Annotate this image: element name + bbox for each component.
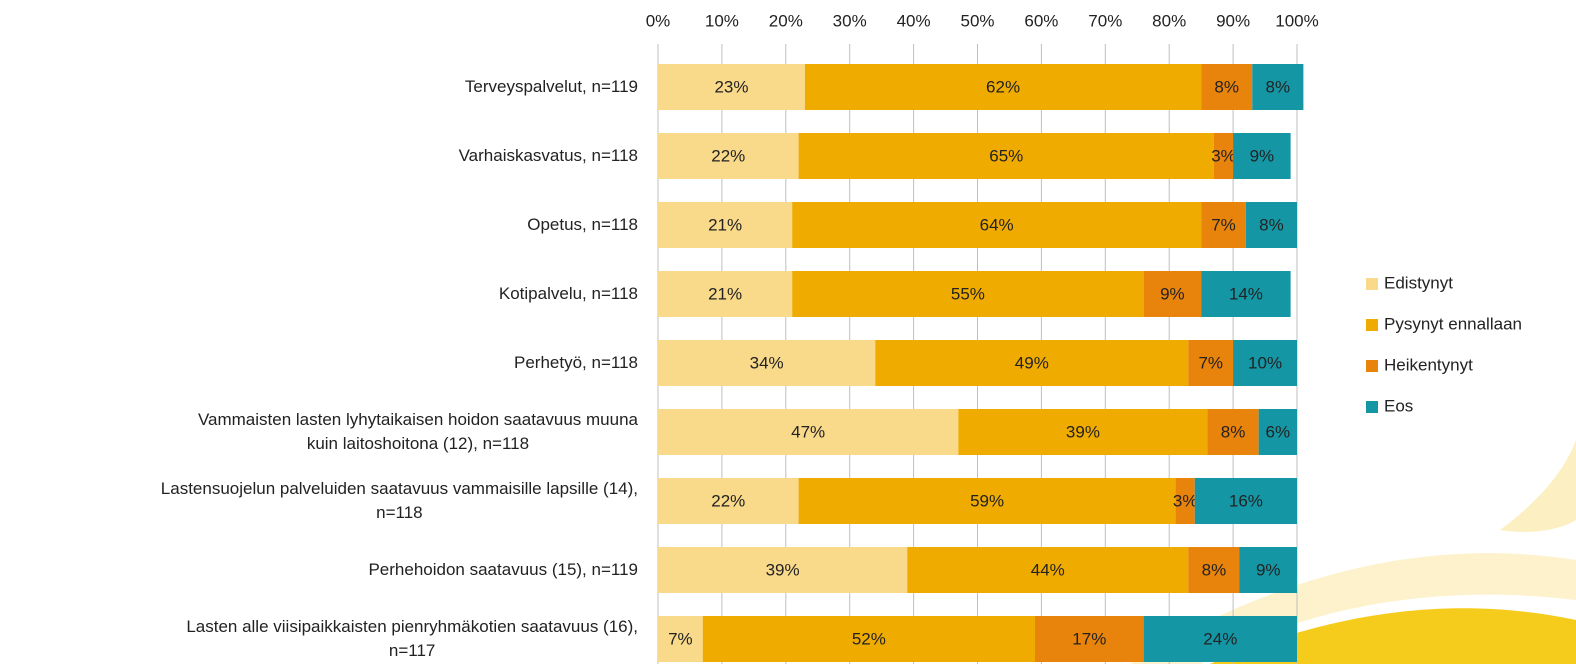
data-label: 21% (708, 215, 742, 234)
category-label: Perhetyö, n=118 (514, 351, 638, 375)
legend-swatch (1366, 401, 1378, 413)
x-tick-label: 10% (705, 11, 739, 30)
category-label: Varhaiskasvatus, n=118 (459, 144, 638, 168)
legend-label: Eos (1384, 396, 1413, 415)
x-tick-label: 50% (960, 11, 994, 30)
legend-swatch (1366, 278, 1378, 290)
data-label: 6% (1266, 422, 1291, 441)
data-label: 34% (750, 353, 784, 372)
data-label: 21% (708, 284, 742, 303)
x-tick-label: 80% (1152, 11, 1186, 30)
legend-label: Heikentynyt (1384, 355, 1473, 374)
data-label: 8% (1214, 77, 1239, 96)
data-label: 23% (714, 77, 748, 96)
data-label: 55% (951, 284, 985, 303)
category-label: Lasten alle viisipaikkaisten pienryhmäko… (186, 615, 638, 663)
data-label: 17% (1072, 629, 1106, 648)
page: 0% 10% 20% 30% 40% 50% 60% 70% 80% 90% 100% 23% 62% 8… (0, 0, 1576, 664)
data-label: 8% (1221, 422, 1246, 441)
data-label: 7% (1198, 353, 1223, 372)
data-label: 22% (711, 491, 745, 510)
data-label: 39% (766, 560, 800, 579)
data-label: 3% (1211, 146, 1236, 165)
x-tick-label: 60% (1024, 11, 1058, 30)
category-label: Vammaisten lasten lyhytaikaisen hoidon s… (198, 408, 638, 456)
category-label: Terveyspalvelut, n=119 (465, 75, 638, 99)
data-label: 39% (1066, 422, 1100, 441)
data-label: 9% (1256, 560, 1281, 579)
data-label: 9% (1160, 284, 1185, 303)
data-label: 44% (1031, 560, 1065, 579)
x-tick-label: 30% (833, 11, 867, 30)
data-label: 3% (1173, 491, 1198, 510)
data-label: 52% (852, 629, 886, 648)
x-tick-label: 40% (897, 11, 931, 30)
category-label: Opetus, n=118 (527, 213, 638, 237)
data-label: 47% (791, 422, 825, 441)
legend-swatch (1366, 360, 1378, 372)
legend-swatch (1366, 319, 1378, 331)
data-label: 14% (1229, 284, 1263, 303)
legend-label: Pysynyt ennallaan (1384, 314, 1522, 333)
data-label: 9% (1250, 146, 1275, 165)
data-label: 16% (1229, 491, 1263, 510)
data-label: 59% (970, 491, 1004, 510)
data-label: 7% (668, 629, 693, 648)
category-label: Perhehoidon saatavuus (15), n=119 (368, 558, 638, 582)
data-label: 10% (1248, 353, 1282, 372)
data-label: 64% (980, 215, 1014, 234)
data-label: 8% (1259, 215, 1284, 234)
data-label: 7% (1211, 215, 1236, 234)
x-tick-label: 20% (769, 11, 803, 30)
data-label: 8% (1266, 77, 1291, 96)
data-label: 24% (1203, 629, 1237, 648)
category-label: Kotipalvelu, n=118 (499, 282, 638, 306)
x-tick-label: 90% (1216, 11, 1250, 30)
data-label: 62% (986, 77, 1020, 96)
data-label: 8% (1202, 560, 1227, 579)
data-label: 65% (989, 146, 1023, 165)
chart: 0% 10% 20% 30% 40% 50% 60% 70% 80% 90% 100% 23% 62% 8… (0, 0, 1576, 664)
x-tick-label: 0% (646, 11, 671, 30)
x-tick-label: 70% (1088, 11, 1122, 30)
data-label: 49% (1015, 353, 1049, 372)
legend-label: Edistynyt (1384, 273, 1453, 292)
data-label: 22% (711, 146, 745, 165)
x-tick-label: 100% (1275, 11, 1318, 30)
category-label: Lastensuojelun palveluiden saatavuus vam… (161, 477, 638, 525)
